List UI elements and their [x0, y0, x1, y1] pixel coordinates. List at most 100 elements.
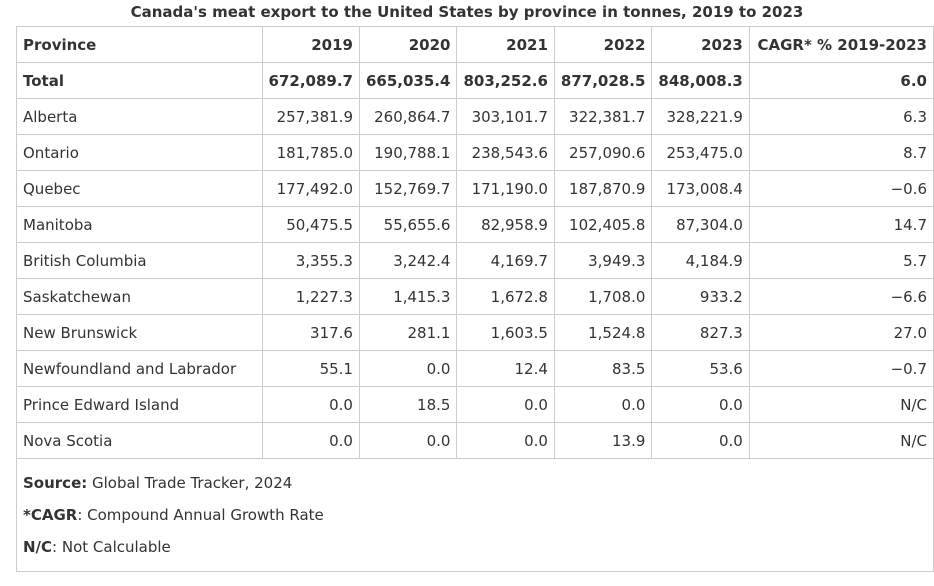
value-cell: 281.1 [358, 314, 458, 351]
province-cell: Ontario [16, 134, 263, 171]
province-cell: Saskatchewan [16, 278, 263, 315]
notes-row: Source: Global Trade Tracker, 2024 *CAGR… [16, 458, 934, 572]
value-cell: 171,190.0 [456, 170, 555, 207]
cagr-cell: −0.6 [748, 170, 934, 207]
table-row: New Brunswick 317.6 281.1 1,603.5 1,524.8 827… [16, 314, 934, 351]
value-cell: 827.3 [651, 314, 750, 351]
value-cell: 3,242.4 [358, 242, 458, 279]
value-cell: 665,035.4 [358, 62, 458, 99]
value-cell: 87,304.0 [651, 206, 750, 243]
value-cell: 1,708.0 [553, 278, 653, 315]
value-cell: 177,492.0 [261, 170, 360, 207]
value-cell: 257,090.6 [553, 134, 653, 171]
table-row: Prince Edward Island 0.0 18.5 0.0 0.0 0.0 N/C [16, 386, 934, 423]
value-cell: 0.0 [261, 386, 360, 423]
table-row: Quebec 177,492.0 152,769.7 171,190.0 187,870… [16, 170, 934, 207]
header-cagr: CAGR* % 2019-2023 [748, 26, 934, 63]
value-cell: 238,543.6 [456, 134, 555, 171]
cagr-cell: 6.0 [748, 62, 934, 99]
value-cell: 4,169.7 [456, 242, 555, 279]
value-cell: 322,381.7 [553, 98, 653, 135]
header-2023: 2023 [651, 26, 750, 63]
value-cell: 0.0 [651, 422, 750, 459]
note-label: Source: [23, 474, 88, 492]
note-text: : Not Calculable [52, 538, 171, 556]
table-row: Manitoba 50,475.5 55,655.6 82,958.9 102,405.… [16, 206, 934, 243]
cagr-cell: 5.7 [748, 242, 934, 279]
table-row: British Columbia 3,355.3 3,242.4 4,169.7 3,9… [16, 242, 934, 279]
province-cell: Newfoundland and Labrador [16, 350, 263, 387]
value-cell: 55,655.6 [358, 206, 458, 243]
value-cell: 1,227.3 [261, 278, 360, 315]
value-cell: 190,788.1 [358, 134, 458, 171]
province-cell: New Brunswick [16, 314, 263, 351]
value-cell: 257,381.9 [261, 98, 360, 135]
value-cell: 173,008.4 [651, 170, 750, 207]
value-cell: 12.4 [456, 350, 555, 387]
table-row: Nova Scotia 0.0 0.0 0.0 13.9 0.0 N/C [16, 422, 934, 459]
table-row: Ontario 181,785.0 190,788.1 238,543.6 257,09… [16, 134, 934, 171]
value-cell: 18.5 [358, 386, 458, 423]
note-nc: N/C: Not Calculable [23, 531, 927, 563]
table-row: Alberta 257,381.9 260,864.7 303,101.7 322,38… [16, 98, 934, 135]
value-cell: 0.0 [456, 386, 555, 423]
header-2022: 2022 [553, 26, 653, 63]
note-cagr: *CAGR: Compound Annual Growth Rate [23, 499, 927, 531]
note-text: : Compound Annual Growth Rate [77, 506, 324, 524]
value-cell: 55.1 [261, 350, 360, 387]
cagr-cell: −6.6 [748, 278, 934, 315]
value-cell: 152,769.7 [358, 170, 458, 207]
value-cell: 303,101.7 [456, 98, 555, 135]
note-label: N/C [23, 538, 53, 556]
table-caption: Canada's meat export to the United State… [130, 3, 804, 21]
cagr-cell: 6.3 [748, 98, 934, 135]
header-2021: 2021 [456, 26, 555, 63]
header-2019: 2019 [261, 26, 360, 63]
value-cell: 187,870.9 [553, 170, 653, 207]
value-cell: 3,949.3 [553, 242, 653, 279]
value-cell: 0.0 [456, 422, 555, 459]
cagr-cell: N/C [748, 422, 934, 459]
value-cell: 848,008.3 [651, 62, 750, 99]
value-cell: 1,524.8 [553, 314, 653, 351]
value-cell: 1,672.8 [456, 278, 555, 315]
value-cell: 803,252.6 [456, 62, 555, 99]
cagr-cell: 27.0 [748, 314, 934, 351]
value-cell: 0.0 [261, 422, 360, 459]
value-cell: 0.0 [358, 422, 458, 459]
header-row: Province 2019 2020 2021 2022 2023 CAGR* … [16, 26, 934, 63]
province-cell: Alberta [16, 98, 263, 135]
province-cell: Total [16, 62, 263, 99]
table-row: Saskatchewan 1,227.3 1,415.3 1,672.8 1,708.0… [16, 278, 934, 315]
province-cell: Quebec [16, 170, 263, 207]
value-cell: 4,184.9 [651, 242, 750, 279]
value-cell: 13.9 [553, 422, 653, 459]
value-cell: 0.0 [651, 386, 750, 423]
note-text: Global Trade Tracker, 2024 [87, 474, 293, 492]
province-cell: Nova Scotia [16, 422, 263, 459]
value-cell: 933.2 [651, 278, 750, 315]
value-cell: 328,221.9 [651, 98, 750, 135]
total-row: Total 672,089.7 665,035.4 803,252.6 877,028.… [16, 62, 934, 99]
value-cell: 0.0 [553, 386, 653, 423]
note-source: Source: Global Trade Tracker, 2024 [23, 467, 927, 499]
value-cell: 1,603.5 [456, 314, 555, 351]
province-cell: Manitoba [16, 206, 263, 243]
table-body: Total 672,089.7 665,035.4 803,252.6 877,028.… [16, 62, 934, 459]
value-cell: 1,415.3 [358, 278, 458, 315]
table-row: Newfoundland and Labrador 55.1 0.0 12.4 83.5… [16, 350, 934, 387]
province-cell: Prince Edward Island [16, 386, 263, 423]
value-cell: 0.0 [358, 350, 458, 387]
header-2020: 2020 [358, 26, 458, 63]
cagr-cell: 14.7 [748, 206, 934, 243]
export-table: Province 2019 2020 2021 2022 2023 CAGR* … [16, 26, 934, 572]
province-cell: British Columbia [16, 242, 263, 279]
value-cell: 260,864.7 [358, 98, 458, 135]
value-cell: 102,405.8 [553, 206, 653, 243]
value-cell: 317.6 [261, 314, 360, 351]
value-cell: 181,785.0 [261, 134, 360, 171]
value-cell: 82,958.9 [456, 206, 555, 243]
value-cell: 877,028.5 [553, 62, 653, 99]
cagr-cell: N/C [748, 386, 934, 423]
cagr-cell: 8.7 [748, 134, 934, 171]
